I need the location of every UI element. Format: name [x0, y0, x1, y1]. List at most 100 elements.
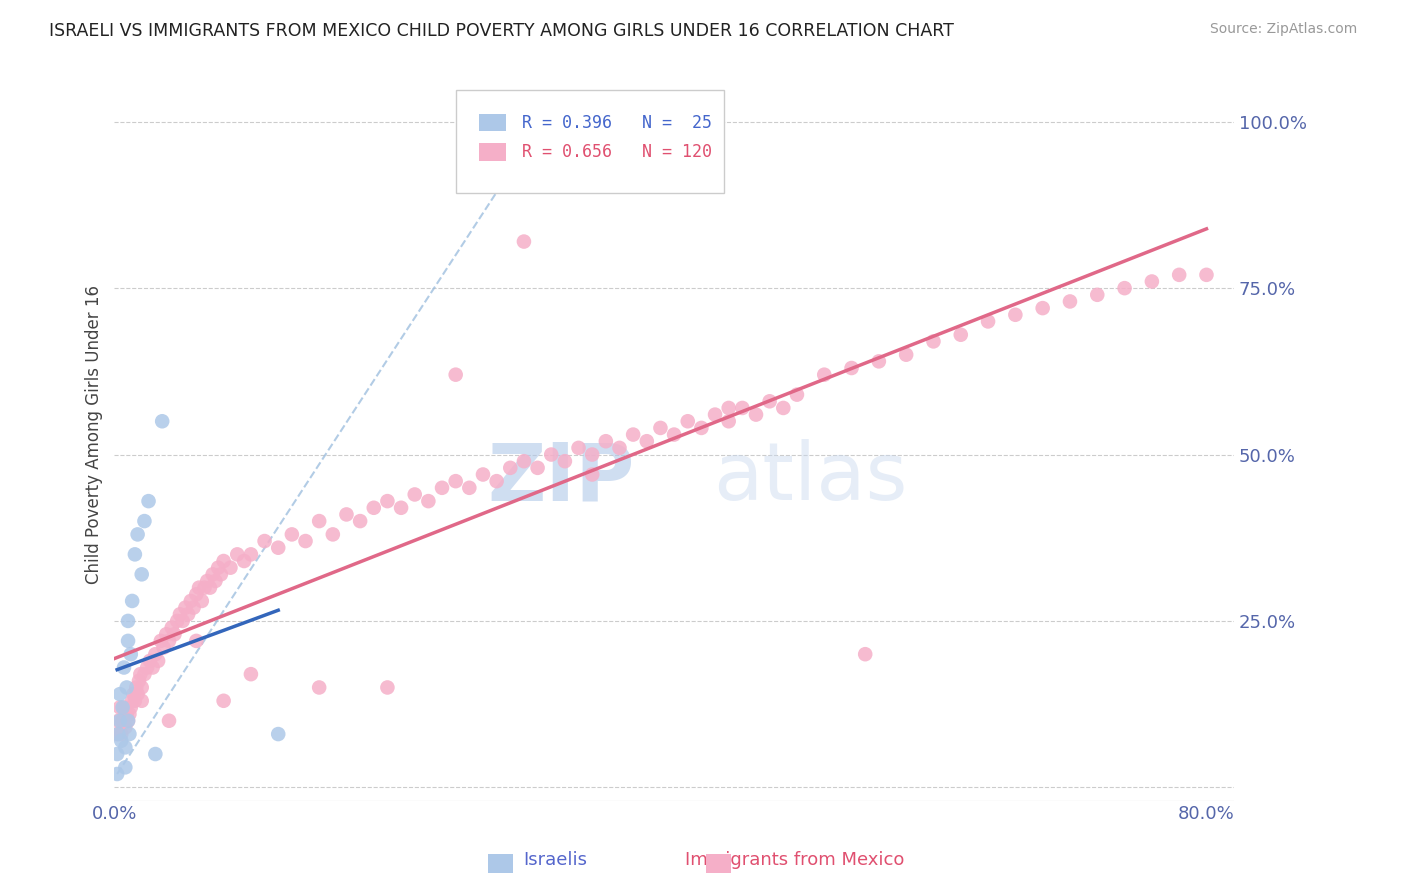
Point [485, 474, 508, 488]
Point [150, 414, 173, 428]
Point [111, 700, 134, 714]
FancyBboxPatch shape [456, 90, 724, 193]
Point [676, 414, 699, 428]
Point [922, 334, 945, 349]
Point [120, 647, 142, 661]
Point [772, 401, 794, 415]
Point [186, 633, 208, 648]
Point [152, 640, 174, 655]
Point [209, 567, 232, 582]
Point [389, 500, 412, 515]
Point [1114, 281, 1136, 295]
Point [207, 560, 229, 574]
Point [134, 667, 156, 681]
Point [444, 474, 467, 488]
Point [567, 441, 589, 455]
Point [650, 421, 672, 435]
Point [1195, 268, 1218, 282]
Point [267, 727, 290, 741]
Point [108, 700, 131, 714]
Point [717, 401, 740, 415]
Point [124, 547, 146, 561]
Point [458, 481, 481, 495]
Point [114, 720, 136, 734]
Point [110, 733, 132, 747]
FancyBboxPatch shape [479, 114, 506, 131]
Point [120, 700, 142, 714]
Y-axis label: Child Poverty Among Girls Under 16: Child Poverty Among Girls Under 16 [86, 285, 103, 584]
Point [117, 614, 139, 628]
Point [894, 348, 917, 362]
Point [294, 534, 316, 549]
Point [163, 627, 186, 641]
Point [977, 314, 1000, 328]
Point [105, 747, 128, 761]
Point [114, 740, 136, 755]
Point [513, 454, 536, 468]
Point [118, 707, 141, 722]
Point [540, 448, 562, 462]
Point [191, 594, 214, 608]
Point [115, 681, 138, 695]
Point [121, 594, 143, 608]
Point [219, 560, 242, 574]
Point [125, 681, 148, 695]
Point [172, 614, 194, 628]
Point [363, 500, 385, 515]
Point [253, 534, 276, 549]
Point [122, 687, 145, 701]
Point [198, 581, 221, 595]
Point [1085, 287, 1108, 301]
Point [595, 434, 617, 449]
Point [131, 694, 153, 708]
Point [335, 508, 357, 522]
Point [1168, 268, 1191, 282]
Point [108, 714, 131, 728]
Point [212, 554, 235, 568]
Point [131, 681, 153, 695]
Point [145, 747, 167, 761]
Text: ZIP: ZIP [488, 440, 636, 517]
Point [621, 427, 644, 442]
Point [377, 681, 399, 695]
Point [183, 600, 205, 615]
Point [105, 727, 128, 741]
Point [731, 401, 754, 415]
Point [145, 647, 167, 661]
Point [609, 441, 631, 455]
Point [115, 707, 138, 722]
Point [121, 694, 143, 708]
Point [404, 487, 426, 501]
Point [114, 760, 136, 774]
Point [149, 633, 172, 648]
Point [704, 408, 727, 422]
Point [758, 394, 780, 409]
Point [444, 368, 467, 382]
Text: R = 0.656   N = 120: R = 0.656 N = 120 [522, 143, 711, 161]
Point [554, 454, 576, 468]
Text: ISRAELI VS IMMIGRANTS FROM MEXICO CHILD POVERTY AMONG GIRLS UNDER 16 CORRELATION: ISRAELI VS IMMIGRANTS FROM MEXICO CHILD … [49, 22, 955, 40]
Point [1004, 308, 1026, 322]
Point [226, 547, 249, 561]
Point [841, 361, 863, 376]
Text: atlas: atlas [713, 440, 908, 517]
Point [180, 594, 202, 608]
Point [513, 235, 536, 249]
Text: R = 0.396   N =  25: R = 0.396 N = 25 [522, 113, 711, 132]
Point [201, 567, 224, 582]
Point [117, 714, 139, 728]
Point [853, 647, 876, 661]
Point [949, 327, 972, 342]
Point [581, 467, 603, 482]
Point [717, 414, 740, 428]
Point [128, 673, 150, 688]
Point [233, 554, 256, 568]
Point [1140, 275, 1163, 289]
Point [166, 614, 188, 628]
Point [308, 681, 330, 695]
Point [267, 541, 290, 555]
Point [157, 633, 180, 648]
Point [136, 660, 159, 674]
Point [745, 408, 768, 422]
Point [138, 494, 160, 508]
